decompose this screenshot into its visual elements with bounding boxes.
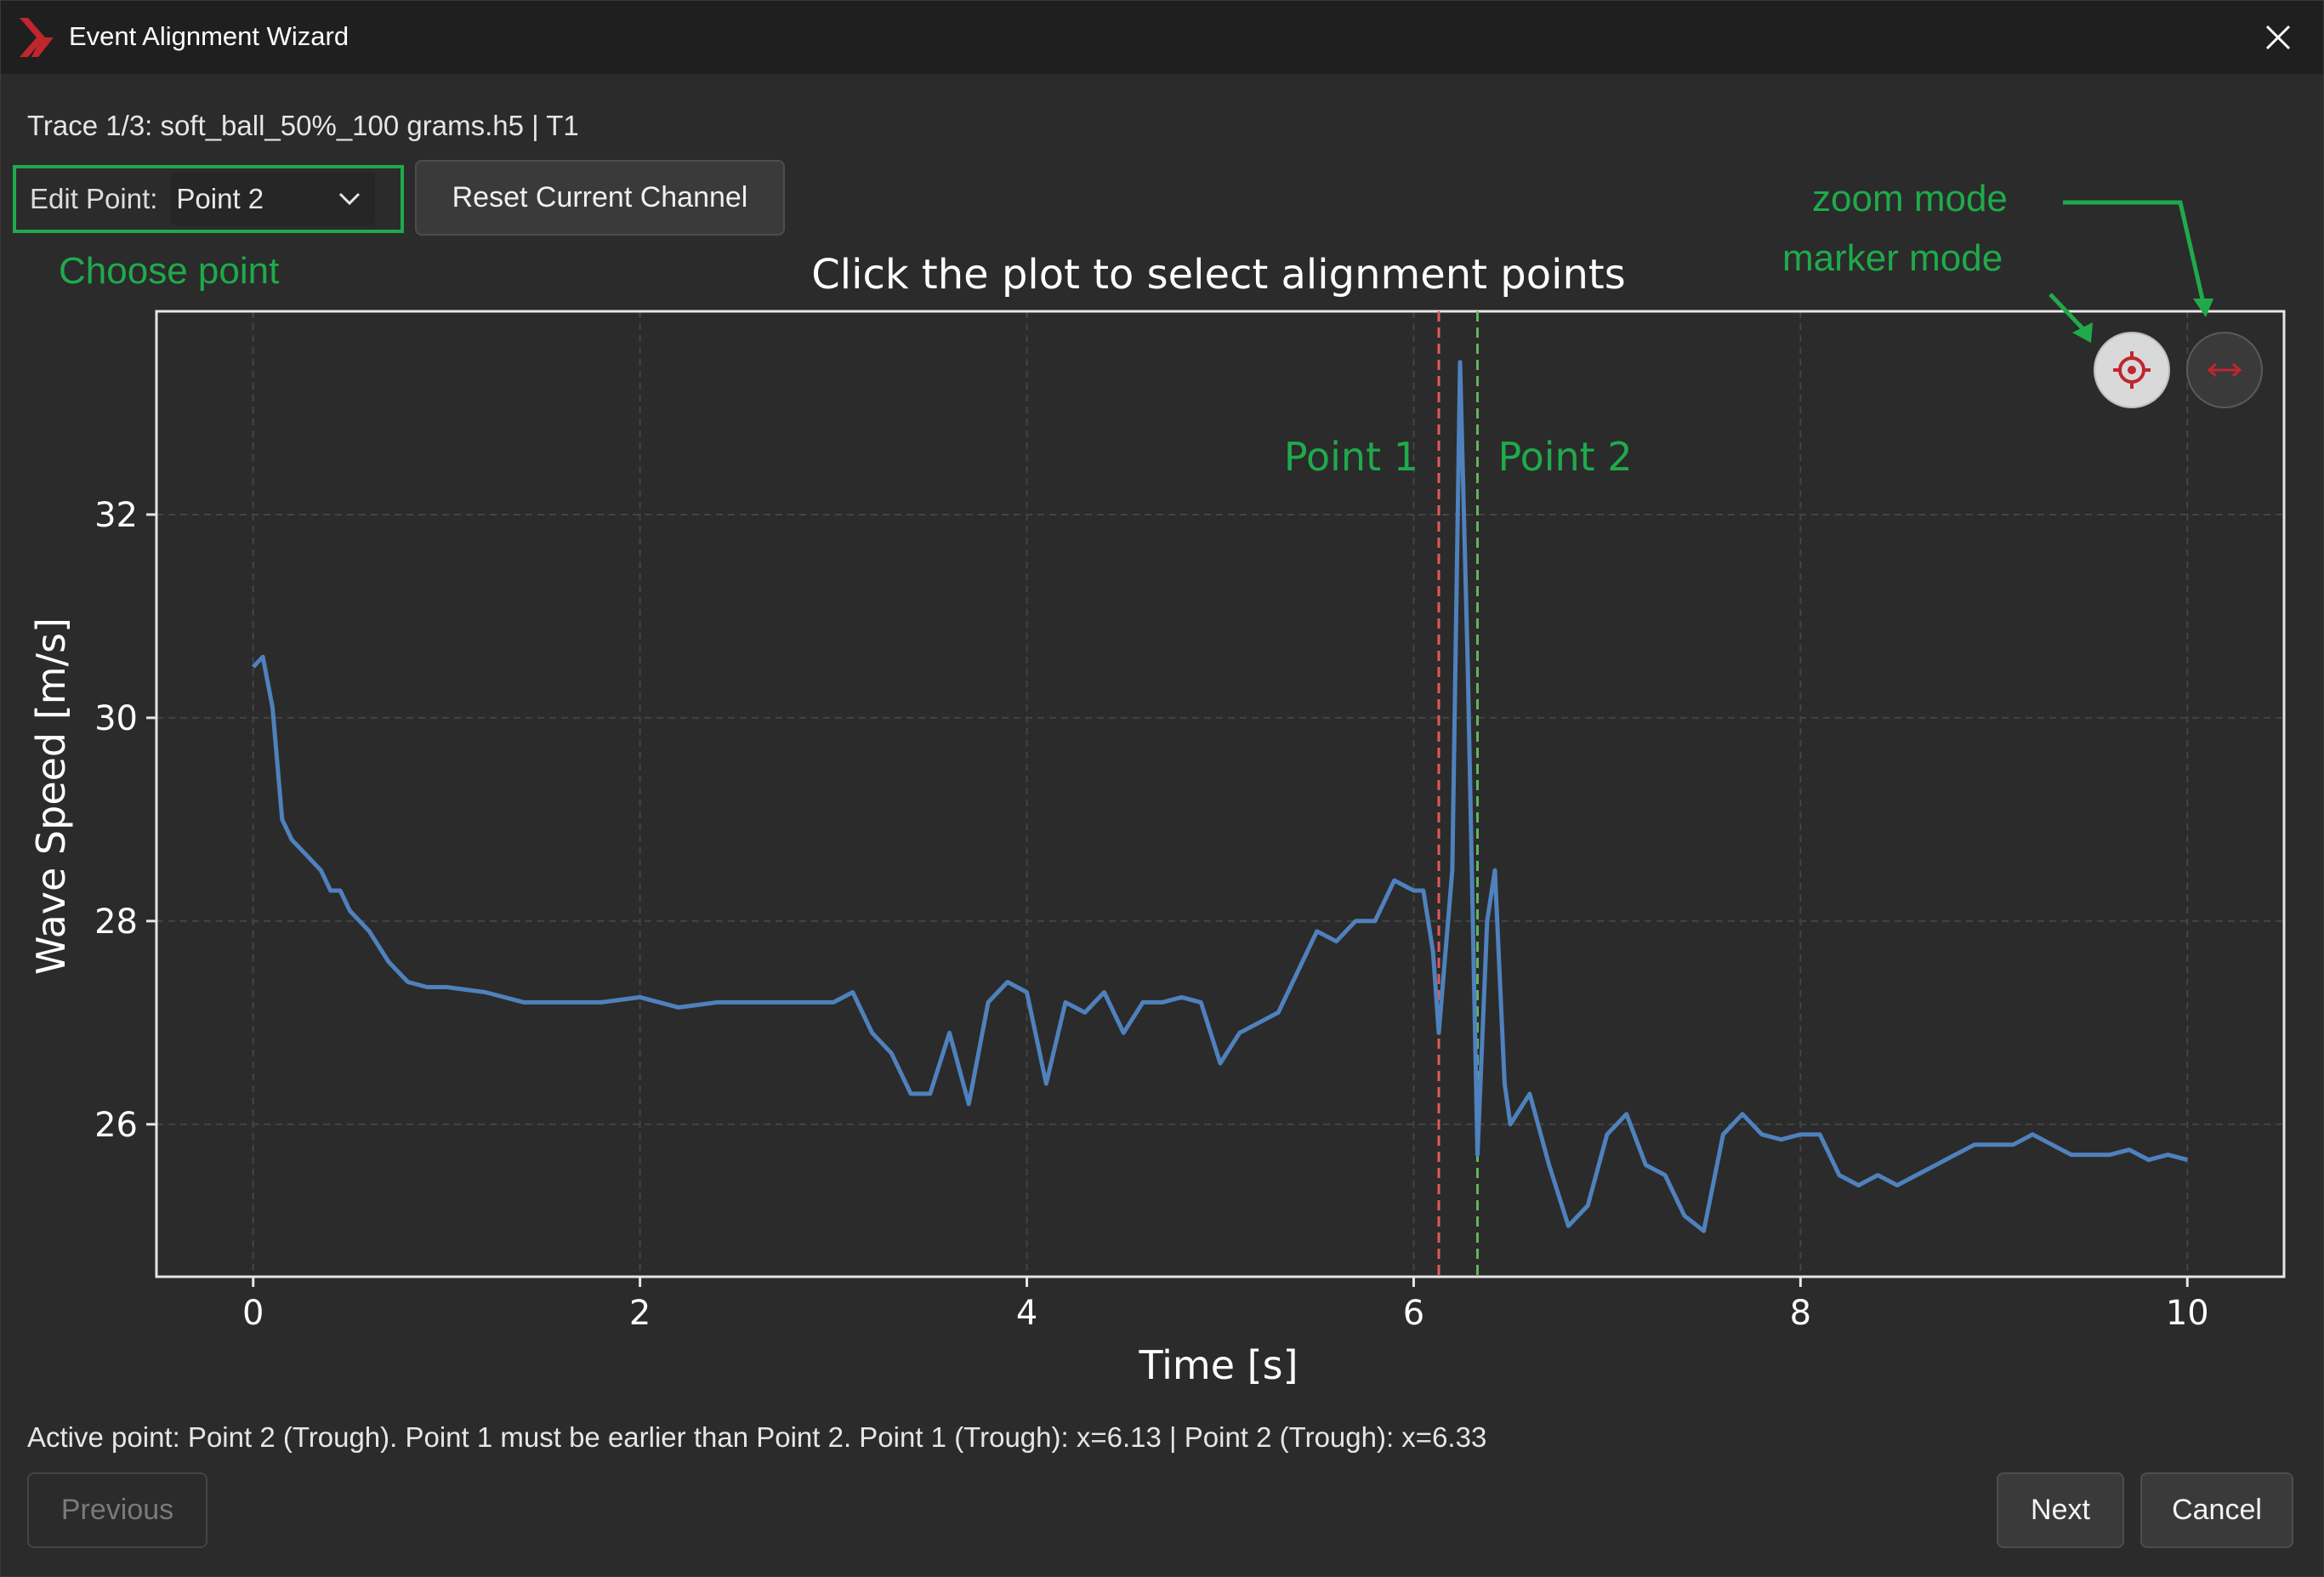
y-tick-label: 32 [94,496,138,535]
crosshair-target-icon [2113,351,2151,389]
marker-mode-annotation: marker mode [1782,237,2003,279]
x-tick-label: 0 [242,1294,264,1333]
close-button[interactable] [2253,13,2303,62]
wave-speed-plot[interactable]: 0 2 4 6 8 10 26 28 30 32 Point 1 Point 2 Click the… [1,1,2324,1413]
edit-point-label: Edit Point: [30,183,158,214]
y-tick-label: 30 [94,699,138,738]
close-icon [2265,25,2291,50]
choose-point-annotation: Choose point [59,250,280,292]
edit-point-group: Edit Point: Point 2 [13,165,404,233]
x-tick-label: 8 [1790,1294,1811,1333]
chart-title: Click the plot to select alignment point… [811,251,1625,299]
marker-mode-button[interactable] [2094,332,2170,408]
annotation-arrows [2048,200,2213,343]
y-tick-label: 26 [94,1106,138,1145]
x-tick-label: 4 [1016,1294,1037,1333]
marker-label-point-1: Point 1 [1284,434,1418,480]
point-select-dropdown[interactable]: Point 2 [171,173,376,225]
next-button[interactable]: Next [1997,1472,2124,1548]
app-logo-icon [20,18,54,57]
series-line-wave-speed [251,360,2188,1233]
point-select-value: Point 2 [176,183,264,214]
title-bar: Event Alignment Wizard [1,1,2323,74]
marker-label-point-2: Point 2 [1498,434,1633,480]
status-text: Active point: Point 2 (Trough). Point 1 … [27,1421,1487,1453]
x-tick-label: 10 [2166,1294,2209,1333]
axis-ticks: 0 2 4 6 8 10 26 28 30 32 [94,496,2209,1333]
plot-frame [155,310,2286,1278]
x-axis-label: Time [s] [1138,1342,1298,1388]
chevron-down-icon [339,192,361,206]
y-axis-label: Wave Speed [m/s] [28,618,74,975]
reset-current-channel-button[interactable]: Reset Current Channel [415,160,785,236]
horizontal-arrows-icon [2207,362,2242,378]
y-tick-label: 28 [94,902,138,942]
zoom-mode-annotation: zoom mode [1812,178,2008,219]
alignment-markers: Point 1 Point 2 [1284,311,1633,1277]
cancel-button[interactable]: Cancel [2140,1472,2293,1548]
plot-grid [156,311,2284,1277]
x-tick-label: 2 [629,1294,651,1333]
previous-button[interactable]: Previous [27,1472,207,1548]
window-title: Event Alignment Wizard [69,21,349,51]
x-tick-label: 6 [1403,1294,1424,1333]
zoom-mode-button[interactable] [2186,332,2263,408]
trace-label: Trace 1/3: soft_ball_50%_100 grams.h5 | … [27,110,579,141]
